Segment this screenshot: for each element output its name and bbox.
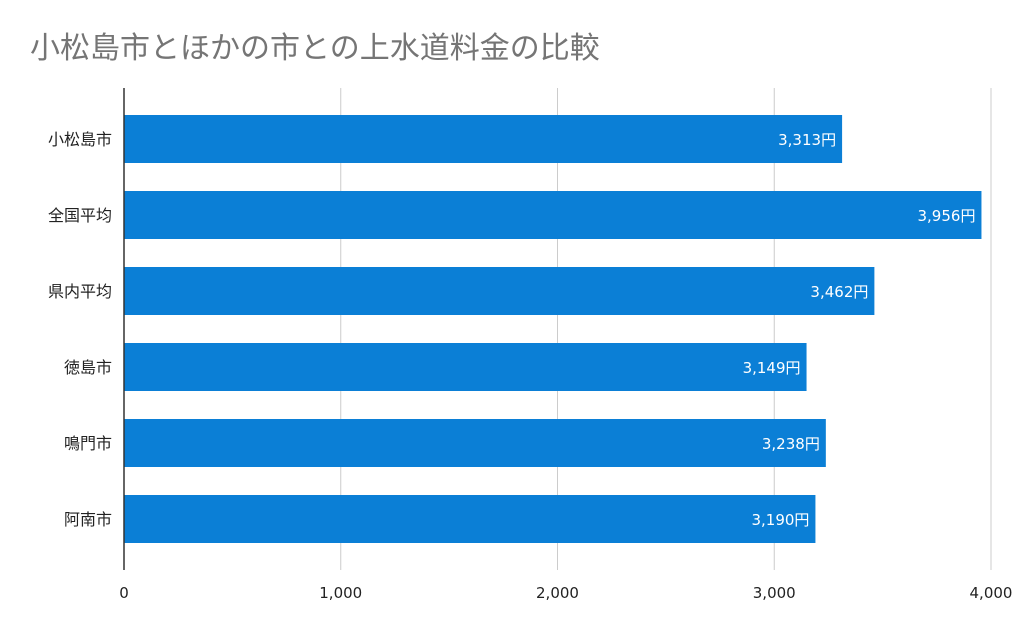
bars: 3,313円 3,956円 3,462円 3,149円 3,238円 3,190円: [124, 115, 982, 543]
chart-title: 小松島市とほかの市との上水道料金の比較: [30, 31, 600, 66]
bar: [124, 267, 875, 315]
category-label: 鳴門市: [64, 434, 112, 453]
gridlines: [340, 88, 992, 570]
category-label: 阿南市: [64, 510, 112, 529]
data-label: 3,462円: [810, 283, 868, 301]
data-label: 3,956円: [918, 207, 976, 225]
data-label: 3,149円: [743, 359, 801, 377]
bar: [124, 343, 807, 391]
data-label: 3,313円: [778, 131, 836, 149]
data-label: 3,190円: [751, 511, 809, 529]
bar: [124, 115, 843, 163]
category-label: 徳島市: [64, 358, 112, 377]
bar: [124, 495, 816, 543]
x-tick-label: 3,000: [753, 584, 796, 602]
x-tick-label: 2,000: [536, 584, 579, 602]
bar: [124, 191, 982, 239]
category-label: 県内平均: [48, 282, 112, 301]
x-tick-label: 4,000: [970, 584, 1013, 602]
category-label: 小松島市: [48, 130, 112, 149]
data-label: 3,238円: [762, 435, 820, 453]
x-tick-label: 0: [119, 584, 129, 602]
x-tick-label: 1,000: [319, 584, 362, 602]
category-label: 全国平均: [48, 206, 112, 225]
bar: [124, 419, 826, 467]
x-axis-ticks: 0 1,000 2,000 3,000 4,000: [119, 584, 1012, 602]
